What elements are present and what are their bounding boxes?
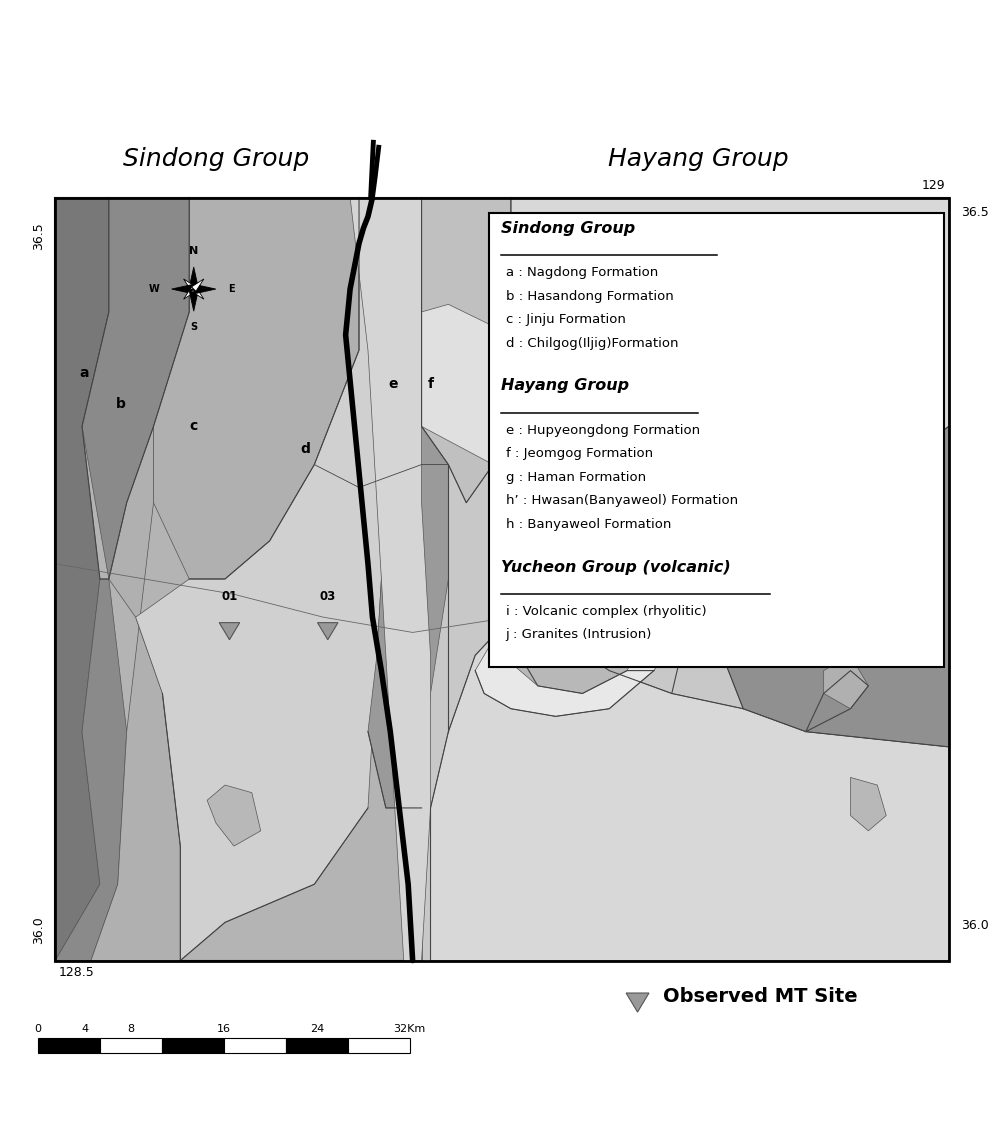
Polygon shape bbox=[192, 287, 204, 300]
Text: d: d bbox=[300, 442, 310, 456]
Polygon shape bbox=[82, 197, 189, 579]
Polygon shape bbox=[421, 304, 511, 465]
Polygon shape bbox=[367, 426, 448, 808]
Text: 36.5: 36.5 bbox=[960, 205, 988, 218]
Text: N: N bbox=[189, 246, 199, 256]
Text: Hayang Group: Hayang Group bbox=[500, 379, 628, 394]
Bar bbox=[488, 212, 943, 667]
Polygon shape bbox=[317, 622, 338, 639]
Text: Sindong Group: Sindong Group bbox=[500, 220, 634, 235]
Text: 36.5: 36.5 bbox=[32, 222, 45, 249]
Bar bbox=[55, 197, 948, 961]
Text: a: a bbox=[79, 366, 88, 380]
Text: 0: 0 bbox=[35, 1024, 41, 1034]
Polygon shape bbox=[55, 197, 108, 961]
Polygon shape bbox=[538, 526, 627, 662]
Polygon shape bbox=[511, 503, 653, 693]
Text: f : Jeomgog Formation: f : Jeomgog Formation bbox=[506, 448, 652, 460]
Bar bbox=[55, 197, 948, 961]
Text: b : Hasandong Formation: b : Hasandong Formation bbox=[506, 289, 673, 303]
Polygon shape bbox=[850, 777, 886, 831]
Text: 075: 075 bbox=[530, 571, 554, 583]
Polygon shape bbox=[902, 561, 923, 579]
Text: 36.0: 36.0 bbox=[960, 920, 988, 932]
Text: j : Granites (Intrusion): j : Granites (Intrusion) bbox=[506, 628, 651, 642]
Text: b: b bbox=[115, 396, 125, 411]
Text: 07: 07 bbox=[512, 592, 528, 605]
Polygon shape bbox=[510, 625, 530, 642]
Text: 129: 129 bbox=[921, 179, 945, 193]
Polygon shape bbox=[679, 569, 699, 587]
Bar bbox=[100, 1038, 161, 1054]
Polygon shape bbox=[194, 285, 216, 294]
Text: 03: 03 bbox=[319, 590, 336, 603]
Polygon shape bbox=[421, 197, 948, 961]
Polygon shape bbox=[822, 656, 868, 708]
Text: 24: 24 bbox=[309, 1024, 324, 1034]
Polygon shape bbox=[172, 285, 194, 294]
Text: 12: 12 bbox=[823, 536, 840, 549]
Polygon shape bbox=[189, 289, 199, 311]
Text: i: i bbox=[568, 627, 573, 641]
Text: 128.5: 128.5 bbox=[58, 965, 94, 978]
Polygon shape bbox=[184, 287, 196, 300]
Polygon shape bbox=[207, 785, 261, 846]
Polygon shape bbox=[421, 197, 511, 503]
Text: E: E bbox=[228, 284, 235, 294]
Bar bbox=[161, 1038, 224, 1054]
Text: d : Chilgog(Iljig)Formation: d : Chilgog(Iljig)Formation bbox=[506, 336, 677, 350]
Text: 8: 8 bbox=[127, 1024, 134, 1034]
Polygon shape bbox=[219, 622, 240, 639]
Text: Observed MT Site: Observed MT Site bbox=[662, 987, 857, 1006]
Bar bbox=[347, 1038, 409, 1054]
Bar bbox=[224, 1038, 286, 1054]
Text: a : Nagdong Formation: a : Nagdong Formation bbox=[506, 266, 657, 279]
Polygon shape bbox=[55, 579, 126, 961]
Polygon shape bbox=[192, 279, 204, 292]
Polygon shape bbox=[91, 426, 181, 961]
Text: 4: 4 bbox=[81, 1024, 88, 1034]
Text: 01: 01 bbox=[221, 590, 238, 603]
Text: e : Hupyeongdong Formation: e : Hupyeongdong Formation bbox=[506, 424, 699, 436]
Polygon shape bbox=[821, 569, 843, 587]
Text: Yucheon Group (volcanic): Yucheon Group (volcanic) bbox=[500, 559, 729, 575]
Polygon shape bbox=[108, 197, 359, 579]
Polygon shape bbox=[474, 472, 689, 716]
Text: i : Volcanic complex (rhyolitic): i : Volcanic complex (rhyolitic) bbox=[506, 605, 705, 618]
Text: 32Km: 32Km bbox=[393, 1024, 425, 1034]
Bar bbox=[286, 1038, 347, 1054]
Polygon shape bbox=[135, 197, 421, 961]
Text: c: c bbox=[190, 419, 198, 434]
Text: g: g bbox=[506, 642, 516, 657]
Text: g : Haman Formation: g : Haman Formation bbox=[506, 471, 645, 483]
Text: j: j bbox=[548, 576, 552, 590]
Text: e: e bbox=[388, 378, 397, 391]
Text: h : Banyaweol Formation: h : Banyaweol Formation bbox=[506, 518, 670, 532]
Text: 36.0: 36.0 bbox=[32, 916, 45, 944]
Polygon shape bbox=[189, 267, 199, 289]
Text: h’ : Hwasan(Banyaweol) Formation: h’ : Hwasan(Banyaweol) Formation bbox=[506, 495, 737, 507]
Text: Sindong Group: Sindong Group bbox=[122, 147, 309, 171]
Text: 08: 08 bbox=[596, 544, 613, 558]
Text: h: h bbox=[850, 412, 859, 426]
Polygon shape bbox=[184, 279, 196, 292]
Text: h': h' bbox=[569, 529, 583, 543]
Polygon shape bbox=[430, 618, 948, 961]
Polygon shape bbox=[532, 604, 552, 621]
Bar bbox=[38, 1038, 100, 1054]
Polygon shape bbox=[511, 197, 948, 518]
Polygon shape bbox=[626, 993, 648, 1013]
Text: S: S bbox=[190, 323, 197, 332]
Text: 16: 16 bbox=[217, 1024, 231, 1034]
Polygon shape bbox=[557, 564, 587, 625]
Polygon shape bbox=[716, 426, 948, 747]
Text: f: f bbox=[427, 378, 433, 391]
Polygon shape bbox=[350, 197, 430, 961]
Text: c : Jinju Formation: c : Jinju Formation bbox=[506, 313, 625, 326]
Text: Hayang Group: Hayang Group bbox=[608, 147, 788, 171]
Polygon shape bbox=[594, 577, 615, 595]
Text: W: W bbox=[148, 284, 159, 294]
Text: g: g bbox=[506, 343, 516, 357]
